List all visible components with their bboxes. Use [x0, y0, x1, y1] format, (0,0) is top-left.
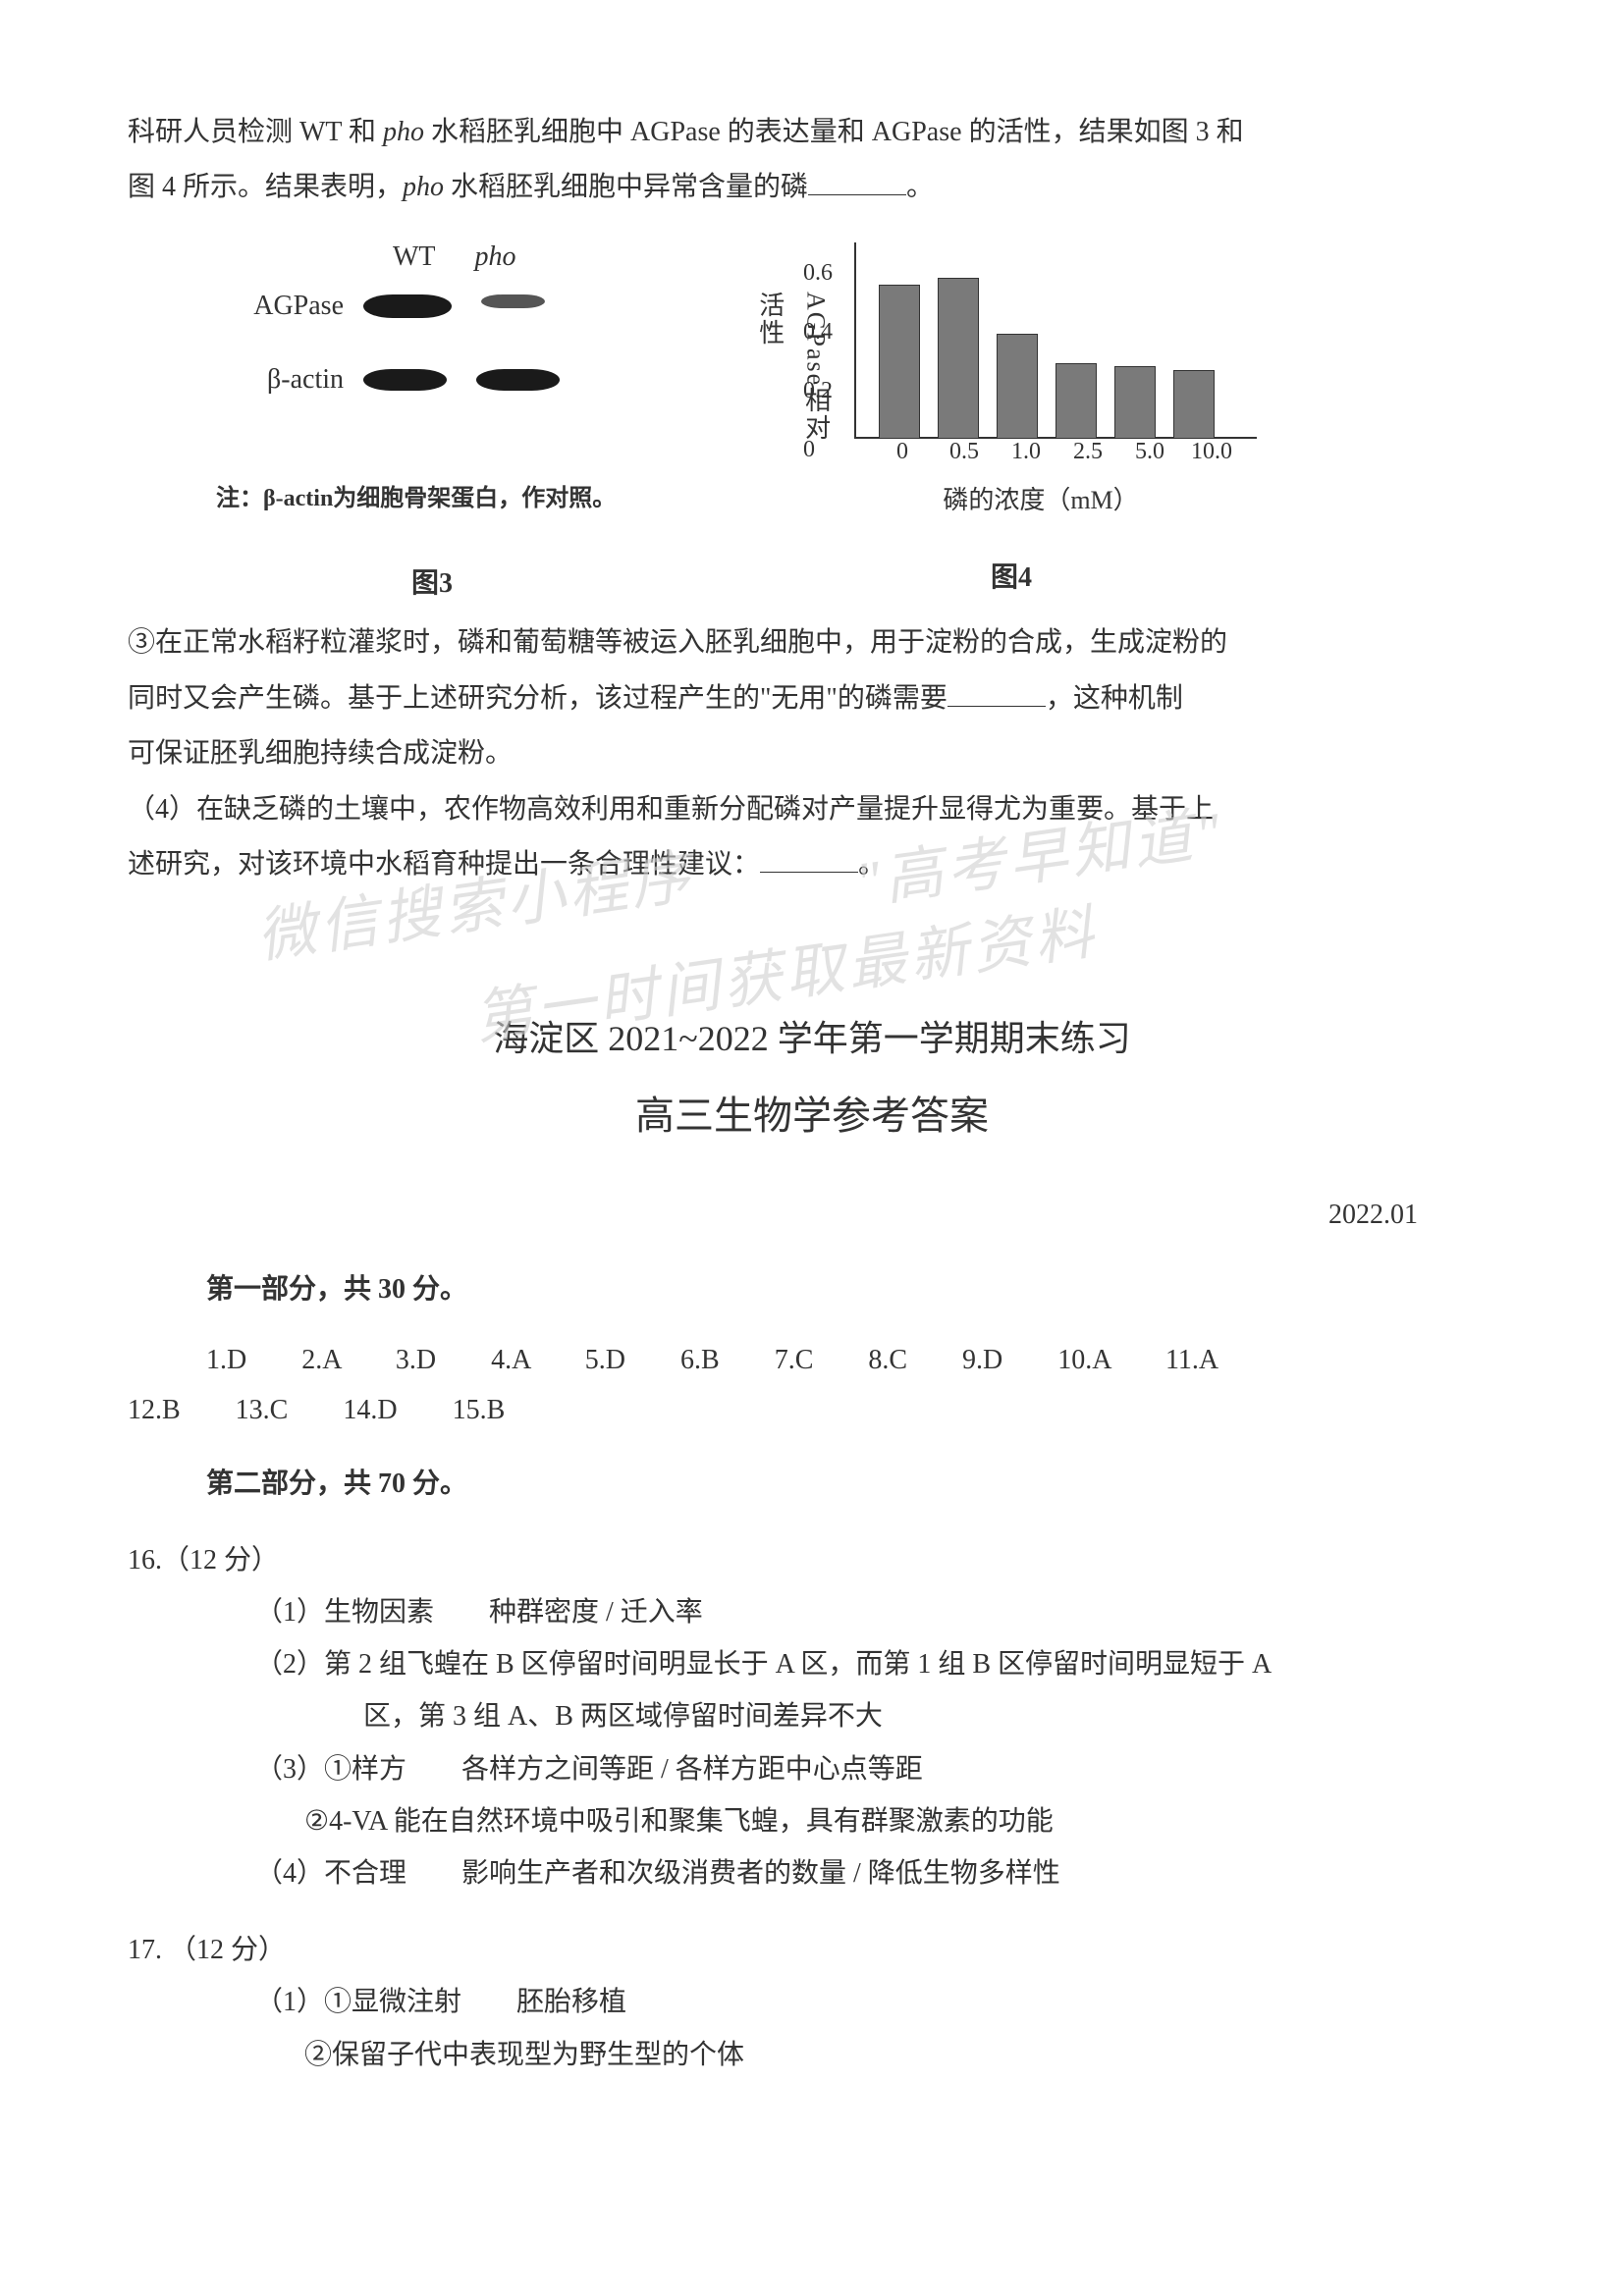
- answer-title: 海淀区 2021~2022 学年第一学期期末练习: [128, 1007, 1496, 1071]
- x-tick-label: 0: [879, 431, 926, 473]
- y-tick: 0.4: [803, 311, 833, 353]
- q16-s4: （4）不合理 影响生产者和次级消费者的数量 / 降低生物多样性: [187, 1847, 1496, 1899]
- y-tick: 0: [803, 429, 815, 471]
- intro-text-2a: 图 4 所示。结果表明，: [128, 172, 403, 202]
- band-pho-actin: [476, 369, 560, 391]
- band-wt-actin: [363, 369, 447, 391]
- intro-text-1a: 科研人员检测 WT 和: [128, 117, 383, 147]
- y-axis: [854, 242, 856, 439]
- para4-line1: （4）在缺乏磷的土壤中，农作物高效利用和重新分配磷对产量提升显得尤为重要。基于上: [128, 785, 1496, 834]
- intro-pho-2: pho: [403, 172, 444, 202]
- wb-actin-bands: [363, 369, 560, 391]
- q17-s1b: ②保留子代中表现型为野生型的个体: [128, 2029, 1496, 2081]
- intro-text-2c: 。: [906, 172, 934, 202]
- chart-bar: [1114, 366, 1156, 438]
- fig4-caption: 图4: [756, 554, 1267, 603]
- intro-text-1b: 水稻胚乳细胞中 AGPase 的表达量和 AGPase 的活性，结果如图 3 和: [424, 117, 1244, 147]
- blank-1: [808, 172, 906, 195]
- wb-actin-label: β-actin: [187, 355, 363, 404]
- x-tick-label: 0.5: [941, 431, 988, 473]
- wb-agpase-row: AGPase: [187, 282, 545, 331]
- chart-bar: [879, 285, 920, 439]
- fig3-caption: 图3: [187, 560, 677, 609]
- x-axis-label: 磷的浓度（mM）: [815, 478, 1267, 524]
- band-pho-agpase: [481, 294, 545, 308]
- chart-bar: [1173, 370, 1215, 439]
- blank-3: [760, 849, 858, 873]
- intro-pho-1: pho: [383, 117, 424, 147]
- chart-bar: [997, 334, 1038, 439]
- para3-line1: ③在正常水稻籽粒灌浆时，磷和葡萄糖等被运入胚乳细胞中，用于淀粉的合成，生成淀粉的: [128, 618, 1496, 667]
- mcq-answers-row1: 1.D 2.A 3.D 4.A 5.D 6.B 7.C 8.C 9.D 10.A…: [128, 1334, 1496, 1386]
- intro-para-1: 科研人员检测 WT 和 pho 水稻胚乳细胞中 AGPase 的表达量和 AGP…: [128, 108, 1496, 157]
- section1-header: 第一部分，共 30 分。: [128, 1265, 1496, 1314]
- q16-s3b: ②4-VA 能在自然环境中吸引和聚集飞蝗，具有群聚激素的功能: [128, 1795, 1496, 1847]
- x-tick-label: 10.0: [1188, 431, 1235, 473]
- para4-c: 。: [858, 849, 886, 880]
- q17-number: 17. （12 分）: [128, 1924, 1496, 1976]
- figure-3: WT pho AGPase β-actin: [187, 233, 677, 610]
- western-blot-image: WT pho AGPase β-actin: [187, 233, 677, 449]
- x-tick-label: 1.0: [1002, 431, 1050, 473]
- y-tick: 0.2: [803, 370, 833, 412]
- fig3-note: 注：β-actin为细胞骨架蛋白，作对照。: [187, 478, 677, 520]
- wb-pho-label: pho: [475, 233, 516, 282]
- chart-bar: [938, 278, 979, 438]
- q16-s1: （1）生物因素 种群密度 / 迁入率: [187, 1586, 1496, 1638]
- y-tick: 0.6: [803, 252, 833, 294]
- answer-subtitle: 高三生物学参考答案: [128, 1081, 1496, 1151]
- answer-date: 2022.01: [128, 1191, 1496, 1240]
- intro-text-2b: 水稻胚乳细胞中异常含量的磷: [444, 172, 808, 202]
- para3-line2: 同时又会产生磷。基于上述研究分析，该过程产生的"无用"的磷需要 ，这种机制: [128, 674, 1496, 723]
- x-tick-label: 2.5: [1064, 431, 1111, 473]
- wb-header: WT pho: [393, 233, 516, 282]
- para4-line2: 述研究，对该环境中水稻育种提出一条合理性建议： 。: [128, 840, 1496, 889]
- blank-2: [947, 683, 1046, 707]
- chart-bar: [1056, 363, 1097, 439]
- para3-b: 同时又会产生磷。基于上述研究分析，该过程产生的"无用"的磷需要: [128, 683, 947, 714]
- wb-wt-label: WT: [393, 233, 436, 282]
- q17-block: 17. （12 分） （1）①显微注射 胚胎移植 ②保留子代中表现型为野生型的个…: [128, 1924, 1496, 2081]
- figure-4: AGPase相对活性 00.20.40.6 00.51.02.55.010.0 …: [756, 233, 1267, 610]
- x-labels: 0 0.5 1.0 2.5 5.0 10.0: [879, 431, 1257, 473]
- q16-number: 16.（12 分）: [128, 1534, 1496, 1586]
- q16-s3a: （3）①样方 各样方之间等距 / 各样方距中心点等距: [187, 1743, 1496, 1795]
- wb-agpase-bands: [363, 294, 545, 318]
- q16-s2a: （2）第 2 组飞蝗在 B 区停留时间明显长于 A 区，而第 1 组 B 区停留…: [187, 1638, 1496, 1690]
- wb-actin-row: β-actin: [187, 355, 560, 404]
- chart-bars: [864, 242, 1257, 439]
- intro-para-2: 图 4 所示。结果表明，pho 水稻胚乳细胞中异常含量的磷 。: [128, 163, 1496, 212]
- q16-block: 16.（12 分） （1）生物因素 种群密度 / 迁入率 （2）第 2 组飞蝗在…: [128, 1534, 1496, 1899]
- q17-s1a: （1）①显微注射 胚胎移植: [187, 1976, 1496, 2028]
- chart-area: AGPase相对活性 00.20.40.6 00.51.02.55.010.0: [795, 233, 1267, 468]
- band-wt-agpase: [363, 294, 452, 318]
- mcq-answers-row2: 12.B 13.C 14.D 15.B: [128, 1386, 1496, 1435]
- para4-b: 述研究，对该环境中水稻育种提出一条合理性建议：: [128, 849, 760, 880]
- mcq-row1-text: 1.D 2.A 3.D 4.A 5.D 6.B 7.C 8.C 9.D 10.A…: [206, 1345, 1218, 1375]
- para3-c: ，这种机制: [1046, 683, 1183, 714]
- x-tick-label: 5.0: [1126, 431, 1173, 473]
- figures-container: WT pho AGPase β-actin: [187, 233, 1496, 610]
- para3-line3: 可保证胚乳细胞持续合成淀粉。: [128, 729, 1496, 778]
- section2-header: 第二部分，共 70 分。: [128, 1460, 1496, 1509]
- wb-agpase-label: AGPase: [187, 282, 363, 331]
- q16-s2b: 区，第 3 组 A、B 两区域停留时间差异不大: [128, 1690, 1496, 1742]
